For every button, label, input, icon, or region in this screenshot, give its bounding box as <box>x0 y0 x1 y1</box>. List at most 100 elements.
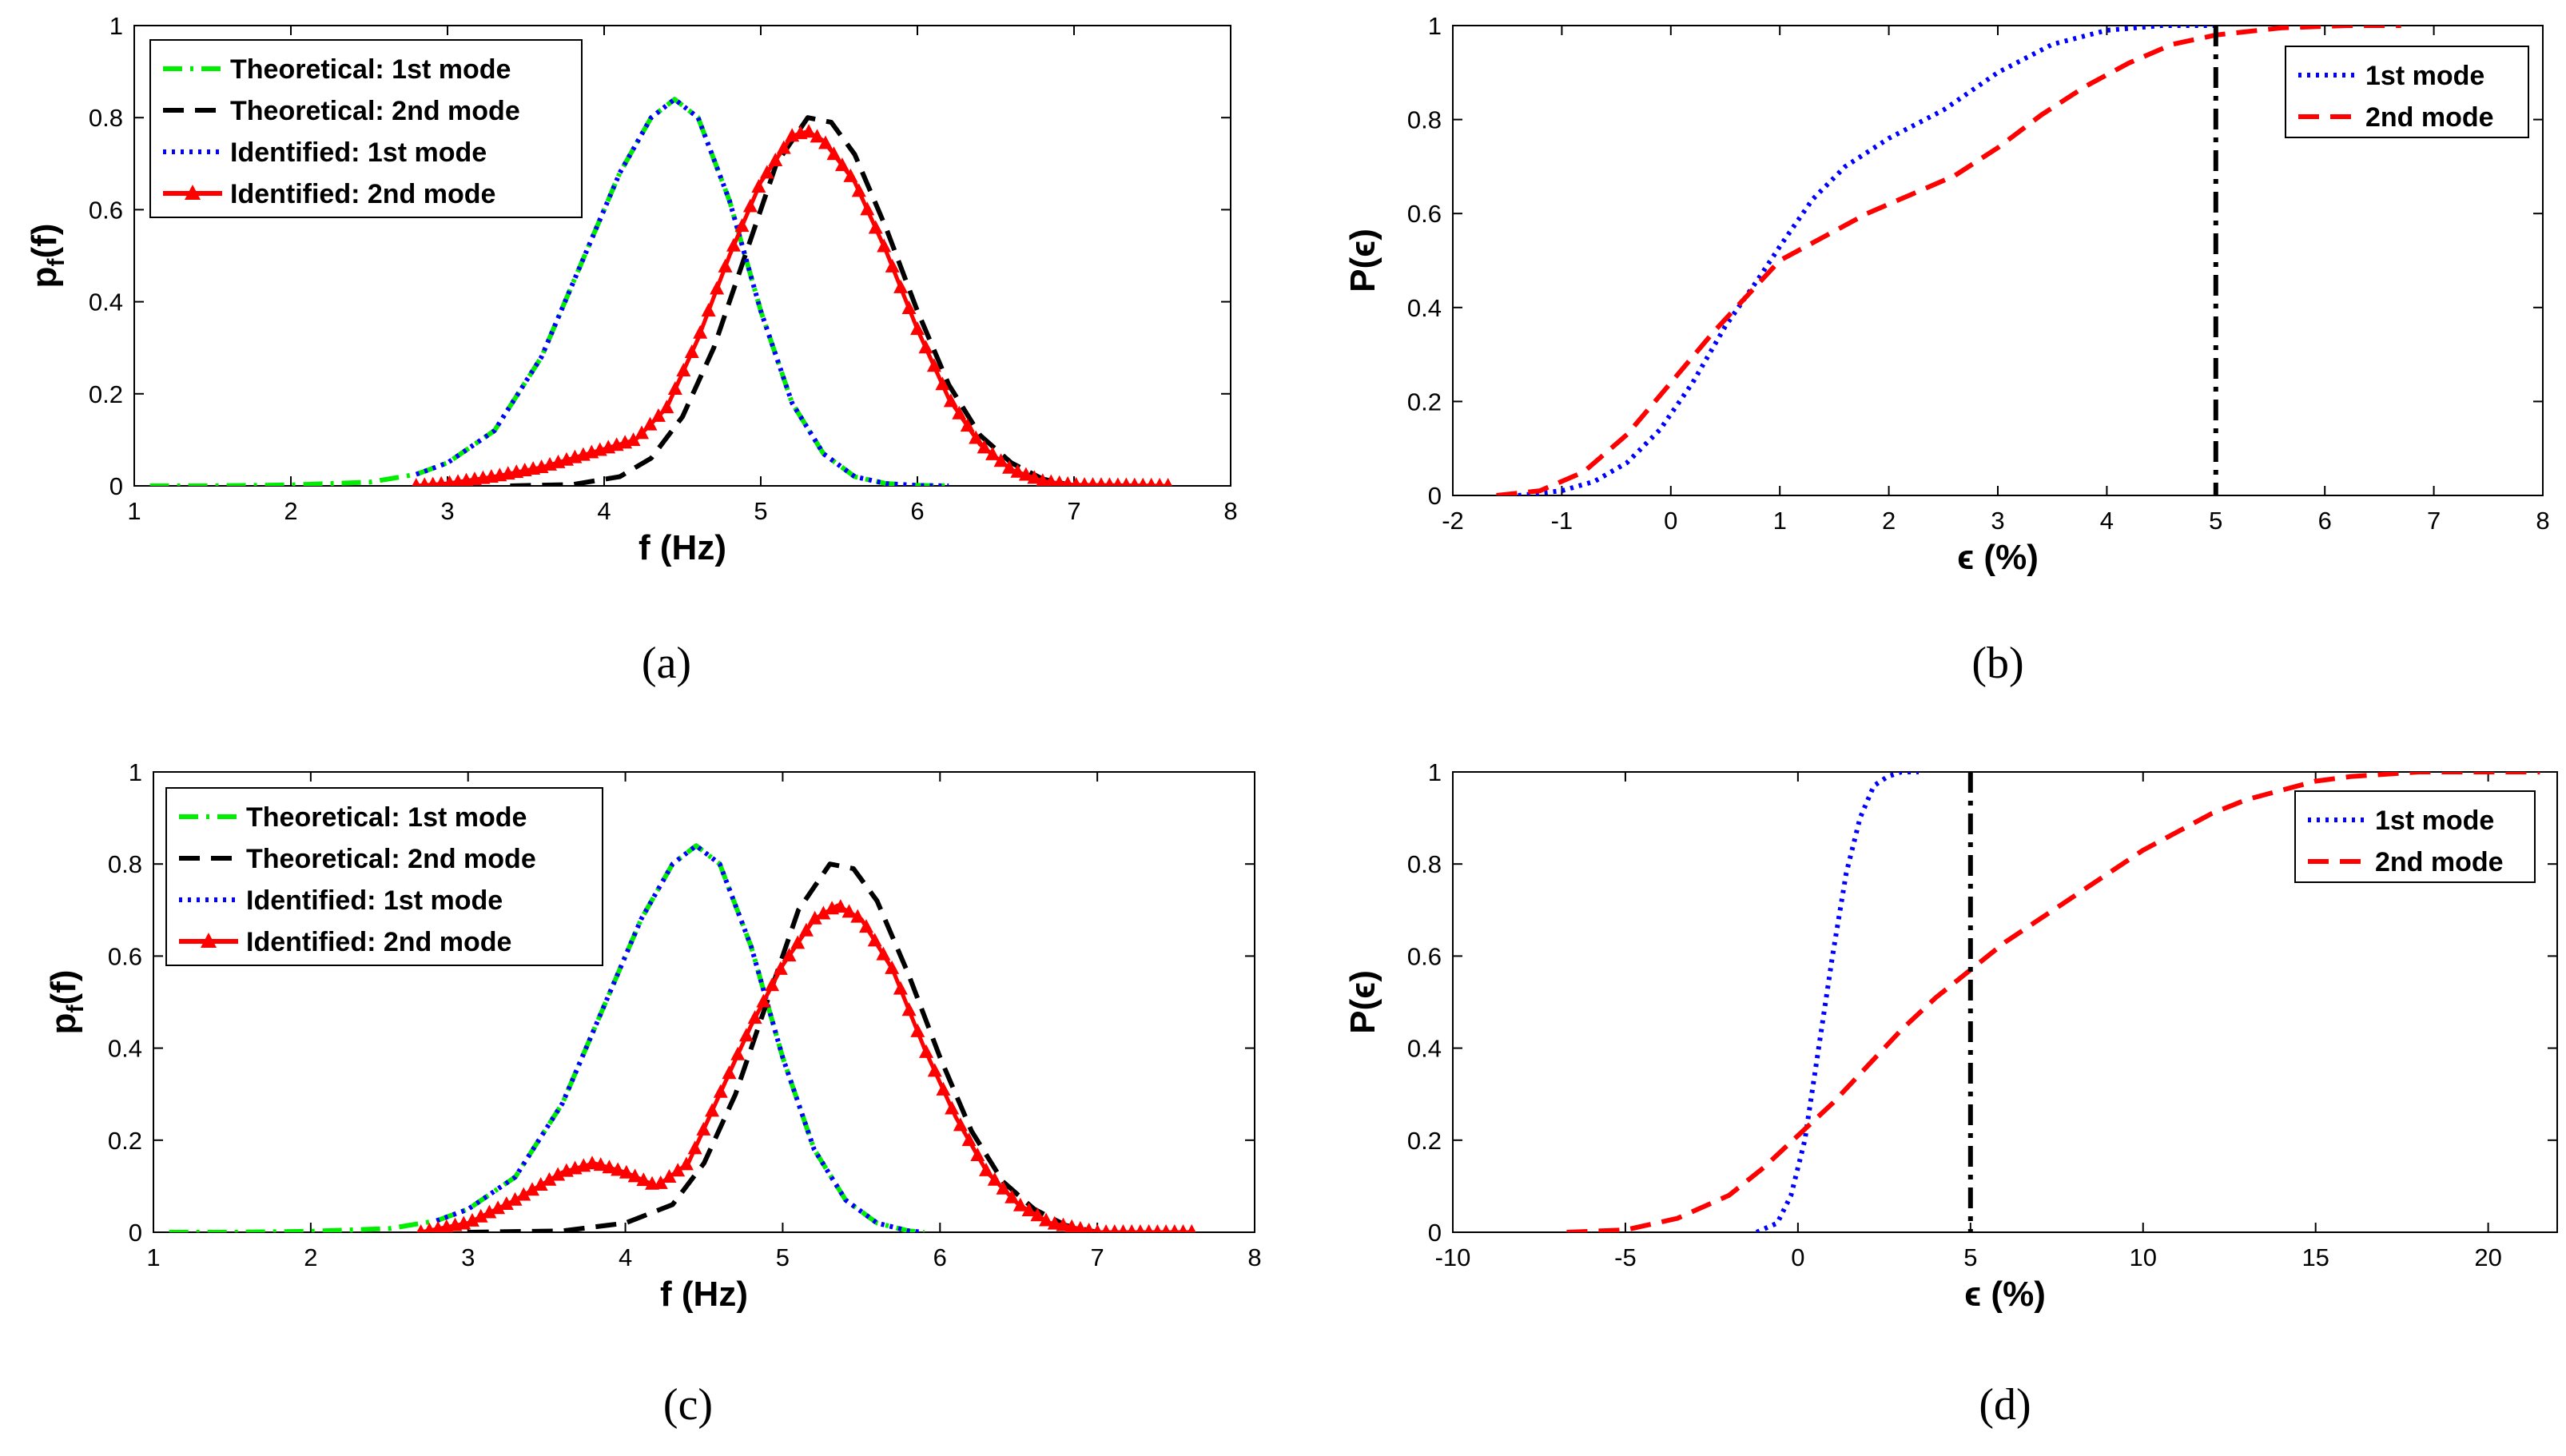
y-axis-label-tail: (f) <box>25 224 64 259</box>
series-line-2 <box>1566 772 2540 1232</box>
series-marker <box>918 340 933 354</box>
series-marker <box>860 201 875 216</box>
series-marker <box>726 237 742 252</box>
series-marker <box>987 1172 1002 1186</box>
y-axis-label-main: p <box>44 1013 83 1035</box>
x-tick-label: 4 <box>619 1243 632 1271</box>
series-marker <box>667 381 682 396</box>
x-tick-label: 5 <box>754 497 767 525</box>
series-line-3 <box>436 843 925 1232</box>
series-marker <box>1164 478 1172 486</box>
series-marker <box>1144 1224 1153 1232</box>
x-tick-label: 2 <box>284 497 297 525</box>
series-marker <box>1080 476 1089 486</box>
x-tick-label: 8 <box>2536 507 2549 535</box>
series-marker <box>684 344 699 358</box>
series-marker <box>1096 477 1106 486</box>
series-marker <box>782 948 797 962</box>
series-marker <box>843 168 858 182</box>
series-marker <box>705 1103 720 1117</box>
series-marker <box>1093 1224 1102 1232</box>
series-marker <box>432 1220 444 1232</box>
series-marker <box>747 1010 762 1024</box>
series-marker <box>1027 470 1042 484</box>
series-marker <box>416 1224 425 1232</box>
series-marker <box>1018 467 1033 481</box>
series-marker <box>1161 1224 1171 1232</box>
series-marker <box>876 946 891 961</box>
series-marker <box>516 1187 531 1201</box>
series-marker <box>952 405 967 420</box>
series-marker <box>901 300 917 315</box>
series-marker <box>1039 1212 1054 1227</box>
series-marker <box>678 1156 694 1171</box>
series-marker <box>1179 1224 1188 1232</box>
series-marker <box>1036 473 1050 486</box>
series-marker <box>834 157 849 172</box>
x-tick-label: 3 <box>1991 507 2004 535</box>
y-axis-label-sub: f <box>62 1004 89 1013</box>
series-marker <box>790 935 806 949</box>
series-marker <box>970 1148 985 1161</box>
series-marker <box>444 475 456 486</box>
series-marker <box>1021 1202 1036 1216</box>
series-marker <box>428 476 438 486</box>
series-group <box>1496 26 2401 495</box>
series-marker <box>491 1200 506 1215</box>
series-marker <box>1101 1224 1111 1232</box>
y-tick-label: 0 <box>1428 482 1442 510</box>
panel-caption: (d) <box>1979 1380 2031 1430</box>
legend: Theoretical: 1st mode Theoretical: 2nd mo… <box>149 39 583 218</box>
series-marker <box>1064 1219 1079 1232</box>
series-marker <box>420 477 429 486</box>
x-axis-label: f (Hz) <box>639 528 726 567</box>
series-group <box>169 843 1196 1232</box>
series-marker <box>960 418 975 432</box>
series-marker <box>1127 1224 1136 1232</box>
series-marker <box>412 478 421 486</box>
legend-marker <box>185 185 201 200</box>
series-marker <box>901 1002 917 1016</box>
series-marker <box>807 910 822 925</box>
x-tick-label: -10 <box>1435 1243 1471 1271</box>
series-marker <box>1071 476 1081 486</box>
legend-box <box>2294 790 2536 883</box>
series-marker <box>1010 463 1025 478</box>
series-marker <box>1138 477 1148 486</box>
series-marker <box>877 238 892 253</box>
series-marker <box>482 1204 497 1219</box>
chart-panel-a: 0 0.2 0.4 0.6 0.8 1 1 2 3 4 5 6 7 8 f (Hz) pf(f) Theoret… <box>25 12 1238 688</box>
x-tick-label: 1 <box>1773 507 1787 535</box>
legend-label: Theoretical: 1st mode <box>230 54 511 85</box>
series-group <box>149 97 1172 486</box>
series-marker <box>1119 1224 1128 1232</box>
legend: Theoretical: 1st mode Theoretical: 2nd mo… <box>165 787 603 966</box>
series-marker <box>851 183 866 197</box>
series-marker <box>602 1160 617 1174</box>
x-axis-label: ϵ (%) <box>1957 538 2039 577</box>
y-tick-label: 0.4 <box>1407 1035 1442 1063</box>
legend-label: Theoretical: 1st mode <box>246 802 527 833</box>
chart-panel-d: 0 0.2 0.4 0.6 0.8 1 -10 -5 0 5 10 15 20 ϵ (%) P(ϵ) 1st … <box>1343 758 2558 1430</box>
series-marker <box>826 146 841 161</box>
y-tick-label: 1 <box>1428 12 1442 40</box>
x-axis-label: f (Hz) <box>660 1275 748 1314</box>
legend-label: Identified: 1st mode <box>246 885 503 916</box>
series-marker <box>858 919 873 933</box>
series-line-2 <box>510 115 1075 486</box>
y-tick-label: 0 <box>109 472 123 500</box>
y-tick-label: 0.6 <box>108 942 142 970</box>
series-marker <box>542 1172 557 1186</box>
y-tick-label: 0.6 <box>1407 200 1442 228</box>
series-marker <box>659 400 674 414</box>
series-marker <box>798 922 814 937</box>
series-marker <box>927 1063 942 1077</box>
plot-area-d <box>1452 771 2558 1233</box>
series-marker <box>768 152 783 166</box>
series-marker <box>756 993 771 1008</box>
series-marker <box>635 425 650 440</box>
series-marker <box>979 1162 994 1176</box>
x-tick-label: 3 <box>461 1243 475 1271</box>
series-marker <box>507 1191 523 1206</box>
